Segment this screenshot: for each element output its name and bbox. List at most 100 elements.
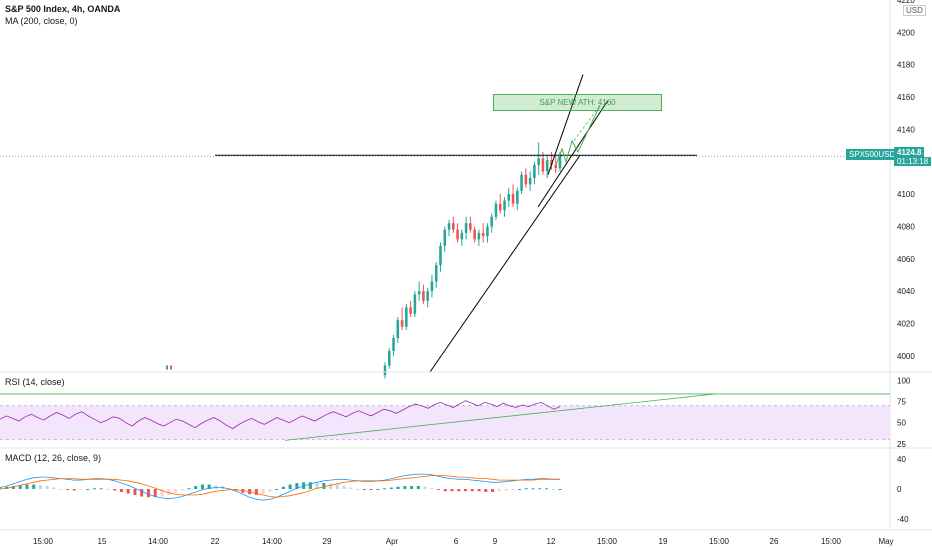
time-axis-tick: Apr <box>386 537 399 546</box>
macd-histogram-bar <box>545 488 549 490</box>
time-axis-tick: 12 <box>547 537 556 546</box>
currency-unit: USD <box>903 5 926 16</box>
macd-histogram-bar <box>511 489 515 490</box>
candle-body <box>477 232 481 240</box>
rsi-line <box>0 400 561 430</box>
candle-body <box>550 160 553 165</box>
macd-histogram-bar <box>0 487 2 489</box>
macd-histogram-bar <box>497 489 501 492</box>
macd-histogram-bar <box>52 487 56 489</box>
price-axis-tick: 4160 <box>897 93 915 102</box>
macd-histogram-bar <box>32 484 36 489</box>
candle-body <box>460 232 464 240</box>
macd-histogram-bar <box>275 489 279 490</box>
last-price-tag: SPX500USD 4124.8 01:13:18 <box>846 147 932 167</box>
candle-body <box>558 153 562 169</box>
time-axis-tick: 15:00 <box>821 537 842 546</box>
candle-body <box>170 365 172 370</box>
channel-upper-line <box>547 74 584 175</box>
ma-indicator-label[interactable]: MA (200, close, 0) <box>5 16 78 26</box>
macd-histogram-bar <box>180 489 184 491</box>
macd-histogram-bar <box>558 489 562 490</box>
candle-body <box>434 265 438 282</box>
price-axis-tick: 4040 <box>897 287 915 296</box>
macd-histogram-bar <box>92 488 96 490</box>
rsi-trendline <box>284 393 716 441</box>
macd-histogram-bar <box>437 489 441 490</box>
candle-body <box>494 203 498 217</box>
macd-histogram-bar <box>491 489 495 492</box>
macd-histogram-bar <box>322 483 326 489</box>
candle-body <box>511 194 515 204</box>
macd-histogram-bar <box>308 482 312 489</box>
rsi-axis-tick: 75 <box>897 398 906 407</box>
macd-histogram-bar <box>464 489 468 492</box>
macd-histogram-bar <box>146 489 150 498</box>
macd-histogram-bar <box>477 489 481 492</box>
macd-histogram-bar <box>362 489 366 490</box>
macd-pane-label[interactable]: MACD (12, 26, close, 9) <box>5 453 102 463</box>
candle-body <box>516 190 519 204</box>
macd-histogram-bar <box>288 484 292 489</box>
macd-histogram-bar <box>99 488 103 490</box>
macd-histogram-bar <box>383 488 387 490</box>
time-axis-tick: 9 <box>493 537 498 546</box>
candle-body <box>507 194 511 201</box>
macd-histogram-bar <box>389 487 393 489</box>
macd-histogram-bar <box>173 489 177 493</box>
projection-path <box>555 104 601 166</box>
macd-histogram-bar <box>11 486 15 489</box>
symbol-label: SPX500USD <box>846 149 899 160</box>
candle-body <box>503 200 506 211</box>
price-axis-tick: 4140 <box>897 125 915 134</box>
price-axis-tick: 4060 <box>897 255 915 264</box>
candle-body <box>443 229 447 246</box>
candle-body <box>537 158 540 165</box>
candle-body <box>481 232 485 237</box>
rsi-pane-label[interactable]: RSI (14, close) <box>5 377 65 387</box>
macd-axis-tick: 0 <box>897 485 902 494</box>
macd-histogram-bar <box>470 489 474 492</box>
candle-body <box>456 229 459 240</box>
macd-histogram-bar <box>416 486 420 489</box>
macd-histogram-bar <box>18 485 22 489</box>
candle-body <box>541 158 545 172</box>
rsi-band <box>0 405 890 440</box>
candle-body <box>520 174 523 191</box>
macd-histogram-bar <box>430 488 434 490</box>
candle-body <box>400 320 404 327</box>
time-axis-tick: 26 <box>770 537 779 546</box>
macd-histogram-bar <box>315 483 319 489</box>
macd-histogram-bar <box>133 489 137 495</box>
macd-histogram-bar <box>518 489 522 490</box>
candle-body <box>545 160 549 172</box>
macd-histogram-bar <box>65 489 69 490</box>
macd-histogram-bar <box>538 488 542 490</box>
macd-histogram-bar <box>281 486 285 489</box>
candle-body <box>464 223 468 233</box>
macd-histogram-bar <box>25 484 29 489</box>
price-axis-tick: 4100 <box>897 190 915 199</box>
ath-target-annotation[interactable]: S&P NEW ATH: 4160 <box>493 94 662 111</box>
macd-histogram-bar <box>187 488 191 490</box>
time-axis-tick: 15 <box>98 537 107 546</box>
last-price-value: 4124.8 <box>894 147 925 158</box>
time-axis-tick: 6 <box>454 537 459 546</box>
time-axis-tick: May <box>878 537 893 546</box>
macd-histogram-bar <box>113 489 117 491</box>
macd-histogram-bar <box>396 486 400 489</box>
macd-histogram-bar <box>153 489 157 498</box>
macd-histogram-bar <box>349 487 353 489</box>
candle-body <box>524 174 528 185</box>
time-axis-tick: 29 <box>323 537 332 546</box>
time-axis-tick: 14:00 <box>262 537 283 546</box>
price-axis-tick: 4180 <box>897 61 915 70</box>
price-axis-tick: 4200 <box>897 28 915 37</box>
candle-body <box>554 164 558 169</box>
macd-histogram-bar <box>160 489 164 497</box>
macd-histogram-bar <box>194 486 198 489</box>
candle-body <box>166 365 168 370</box>
signal-line <box>0 475 560 498</box>
candle-body <box>409 307 412 314</box>
